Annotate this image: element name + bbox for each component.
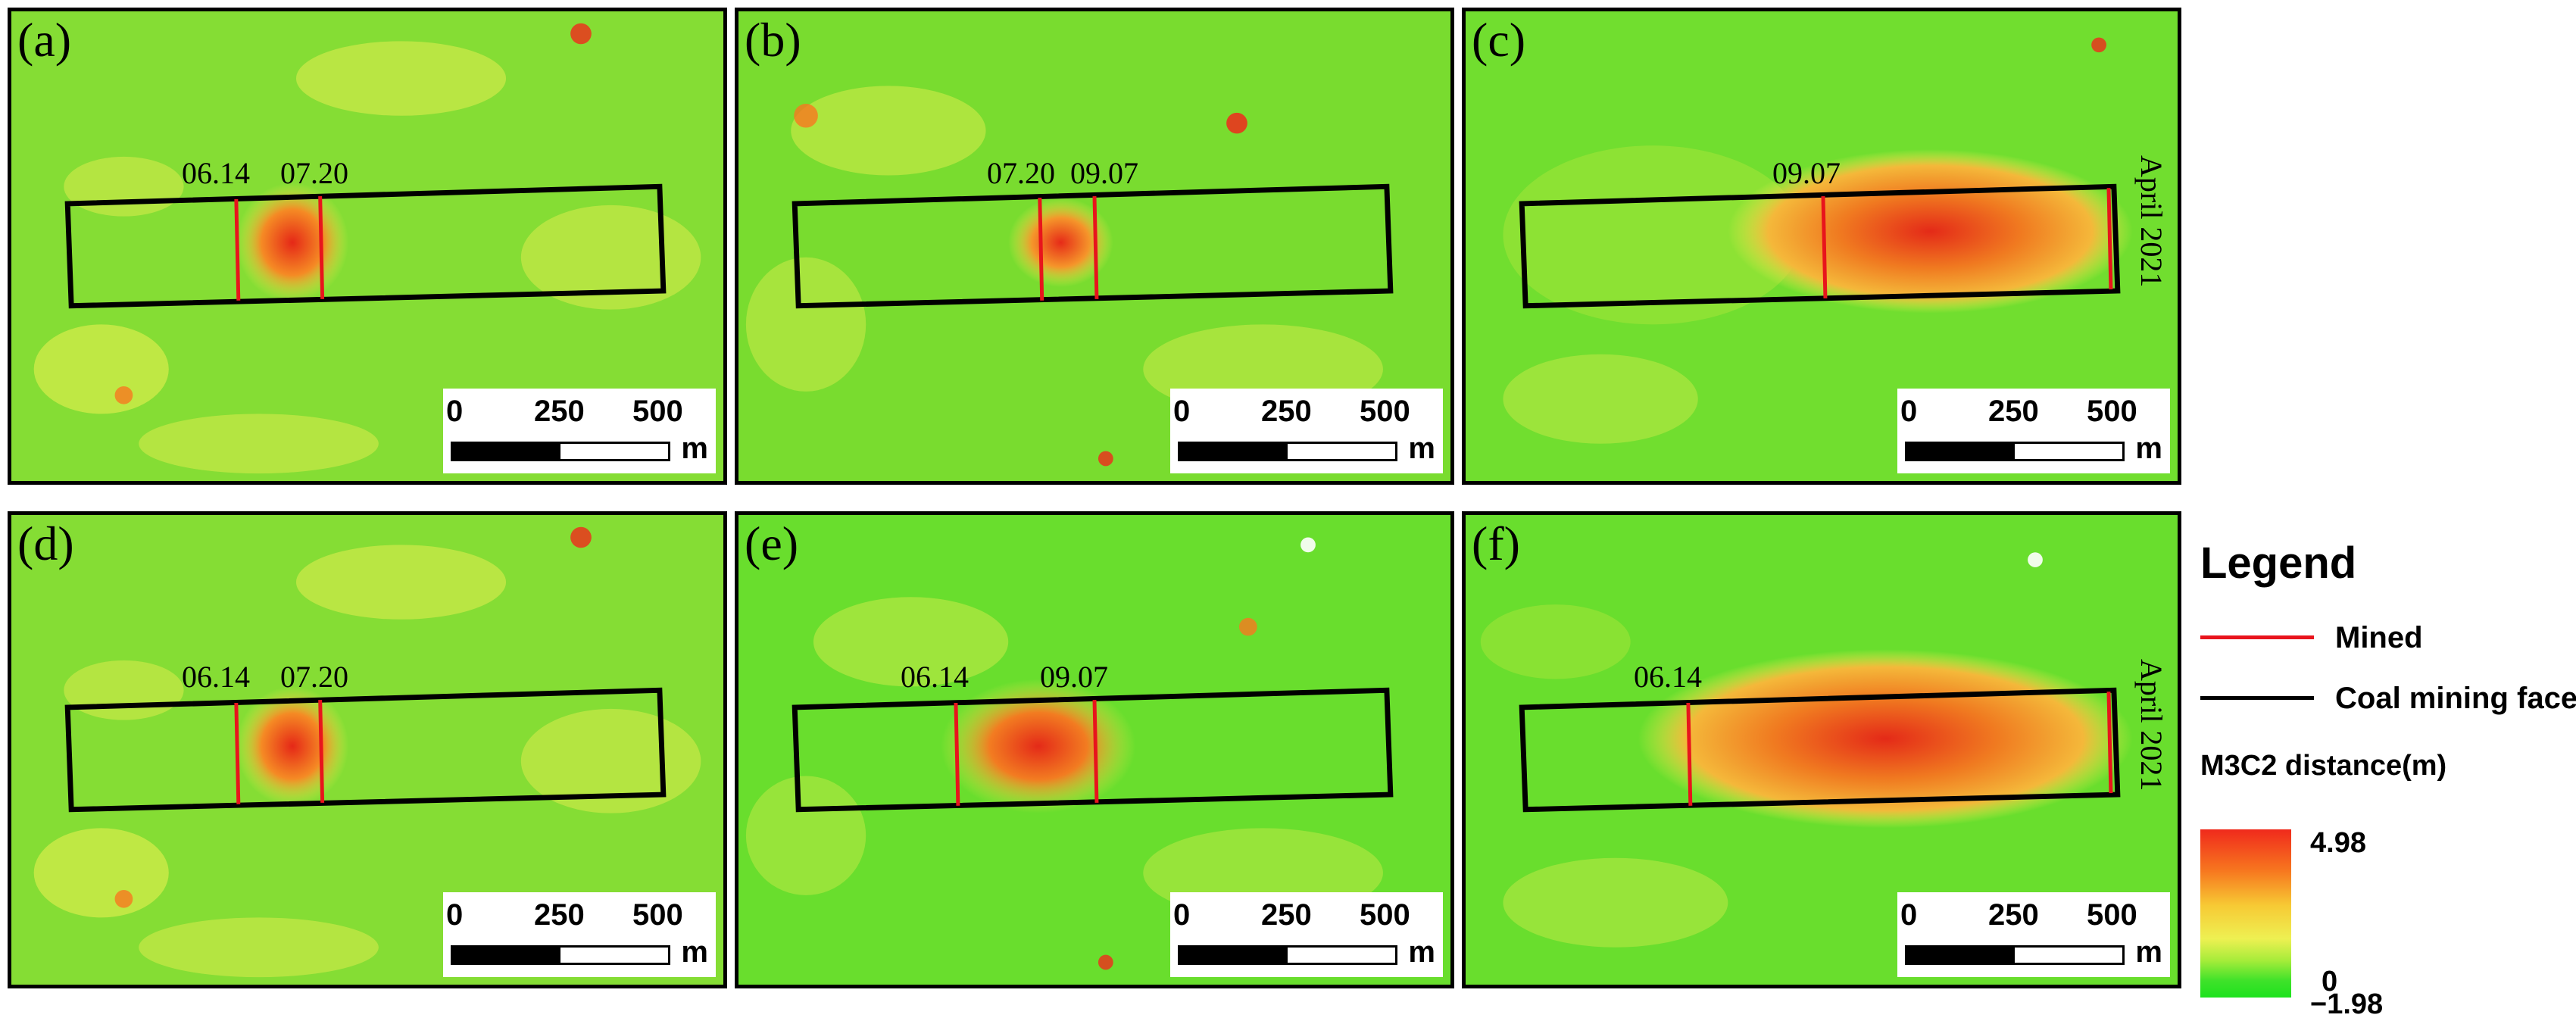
scale-bar-graphic [1905,442,2125,461]
scale-bar-graphic [451,945,670,965]
scale-tick-250: 250 [534,898,585,932]
scale-unit: m [1408,432,1435,465]
panel-label: (b) [745,13,801,67]
scale-tick-250: 250 [1988,898,2039,932]
scale-bar-graphic [1905,945,2125,965]
date-label-end: 09.07 [1070,156,1138,190]
date-label-april-2021: April 2021 [2134,155,2169,288]
panel-label: (d) [17,517,74,570]
scale-tick-500: 500 [1360,395,1410,428]
date-label-start: 06.14 [182,156,250,190]
scale-tick-250: 250 [1261,395,1312,428]
scale-bar: 0 250 500 m [1170,389,1443,473]
panel-b: (b) 07.20 09.07 0 250 500 m [735,8,1454,485]
scale-tick-500: 500 [632,395,683,428]
mined-line-swatch [2200,635,2314,639]
scale-unit: m [681,935,708,969]
legend-item-label: Coal mining face [2335,682,2576,715]
scale-tick-0: 0 [1173,898,1191,932]
date-label-start: 09.07 [1772,156,1841,190]
date-label-end: 07.20 [280,156,348,190]
scale-tick-0: 0 [1900,395,1918,428]
date-label-april-2021: April 2021 [2134,659,2169,792]
date-label-start: 07.20 [987,156,1055,190]
scale-bar: 0 250 500 m [443,892,716,977]
scale-unit: m [2135,432,2162,465]
scale-tick-0: 0 [446,395,464,428]
scale-bar-graphic [1178,945,1397,965]
m3c2-raster [11,11,723,481]
scale-tick-500: 500 [2087,898,2137,932]
scale-tick-250: 250 [534,395,585,428]
panel-f: (f) 06.14 April 2021 0 250 500 m [1462,511,2181,988]
panel-label: (c) [1472,13,1526,67]
scale-bar-graphic [451,442,670,461]
scale-tick-0: 0 [446,898,464,932]
scale-tick-0: 0 [1900,898,1918,932]
coal-face-line-swatch [2200,696,2314,700]
ramp-min-value: −1.98 [2310,988,2384,1020]
legend-title: Legend [2200,539,2357,588]
ramp-zero-value: 0 [2322,966,2338,998]
legend: Legend Mined Coal mining face M3C2 dista… [2200,530,2576,1020]
scale-tick-500: 500 [1360,898,1410,932]
panel-label: (a) [17,13,72,67]
scale-unit: m [681,432,708,465]
date-label-end: 09.07 [1040,660,1108,694]
scale-bar-graphic [1178,442,1397,461]
scale-bar: 0 250 500 m [1170,892,1443,977]
panel-e: (e) 06.14 09.07 0 250 500 m [735,511,1454,988]
m3c2-raster [738,11,1450,481]
scale-tick-250: 250 [1988,395,2039,428]
scale-bar: 0 250 500 m [443,389,716,473]
ramp-max-value: 4.98 [2310,827,2366,859]
date-label-start: 06.14 [1634,660,1702,694]
date-label-end: 07.20 [280,660,348,694]
scale-unit: m [1408,935,1435,969]
scale-tick-0: 0 [1173,395,1191,428]
panel-a: (a) 06.14 07.20 0 250 500 m [8,8,727,485]
scale-tick-250: 250 [1261,898,1312,932]
scale-bar: 0 250 500 m [1897,892,2170,977]
color-ramp [2200,829,2291,998]
panel-c: (c) 09.07 April 2021 0 250 500 m [1462,8,2181,485]
panel-label: (e) [745,517,799,570]
panel-label: (f) [1472,517,1520,570]
scale-tick-500: 500 [632,898,683,932]
date-label-start: 06.14 [182,660,250,694]
date-label-start: 06.14 [901,660,969,694]
scale-bar: 0 250 500 m [1897,389,2170,473]
panel-d: (d) 06.14 07.20 0 250 500 m [8,511,727,988]
scale-tick-500: 500 [2087,395,2137,428]
legend-item-label: Mined [2335,621,2423,654]
color-ramp-title: M3C2 distance(m) [2200,750,2447,782]
scale-unit: m [2135,935,2162,969]
m3c2-raster [738,515,1450,985]
